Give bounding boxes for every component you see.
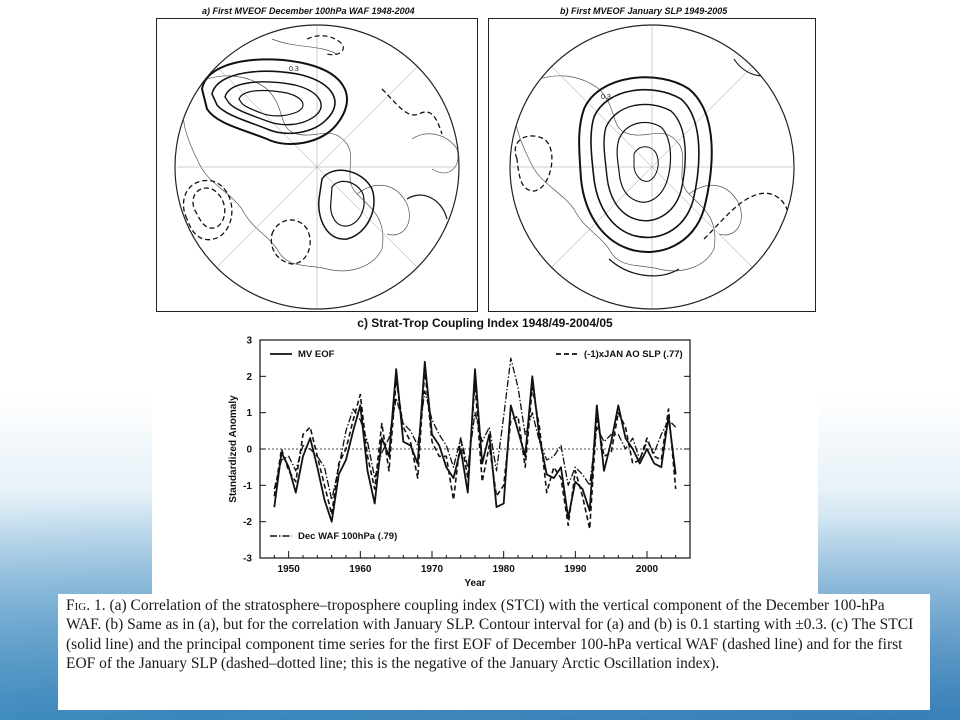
panel-a-contours	[182, 35, 448, 265]
chart-title: c) Strat-Trop Coupling Index 1948/49-200…	[357, 316, 613, 330]
series-line-dec-waf	[273, 357, 677, 501]
y-tick-label: 1	[246, 408, 252, 419]
series-line-mv-eof	[273, 360, 677, 523]
panel-b-map: 0.3	[488, 18, 816, 312]
panel-b-contour-label: 0.3	[601, 94, 611, 101]
x-axis-ticks: 1950 1960 1970 1980 1990 2000	[259, 551, 691, 575]
x-tick-label: 1980	[493, 564, 516, 575]
legend-label-dec-waf: Dec WAF 100hPa (.79)	[298, 531, 397, 542]
y-axis-ticks: -3 -2 -1 0 1 2 3	[243, 336, 690, 565]
x-tick-label: 2000	[636, 564, 659, 575]
panel-b-contours	[514, 28, 794, 277]
x-tick-label: 1990	[564, 564, 587, 575]
legend-label-jan-ao: (-1)xJAN AO SLP (.77)	[584, 349, 683, 360]
y-tick-label: -1	[243, 481, 252, 492]
y-tick-label: 2	[246, 372, 252, 383]
figure: a) First MVEOF December 100hPa WAF 1948-…	[152, 0, 818, 594]
caption-text: (a) Correlation of the stratosphere–trop…	[66, 597, 914, 673]
caption-fig-label: Fig. 1.	[66, 597, 106, 614]
panel-c-chart: -3 -2 -1 0 1 2 3 1950 1960 1970 1980 1990 2000 Stan…	[228, 336, 691, 589]
y-axis-label: Standardized Anomaly	[228, 395, 239, 503]
figure-caption: Fig. 1. (a) Correlation of the stratosph…	[58, 594, 930, 710]
y-tick-label: 3	[246, 336, 252, 347]
x-tick-label: 1970	[421, 564, 444, 575]
x-tick-label: 1960	[349, 564, 372, 575]
panel-b-polar-plot: 0.3	[509, 24, 795, 310]
panel-a-contour-label: 0.3	[289, 66, 299, 73]
x-tick-label: 1950	[278, 564, 301, 575]
panel-a-polar-plot: 0.3	[174, 24, 460, 310]
panel-b-continents	[510, 25, 794, 309]
y-tick-label: -2	[243, 517, 252, 528]
y-tick-label: -3	[243, 554, 252, 565]
panel-a-map: 0.3	[156, 18, 478, 312]
panel-b-title: b) First MVEOF January SLP 1949-2005	[560, 6, 728, 16]
panel-a-title: a) First MVEOF December 100hPa WAF 1948-…	[202, 6, 415, 16]
y-tick-label: 0	[246, 445, 252, 456]
legend-label-mv-eof: MV EOF	[298, 349, 335, 360]
x-axis-label: Year	[464, 578, 485, 589]
series-lines	[273, 357, 677, 530]
